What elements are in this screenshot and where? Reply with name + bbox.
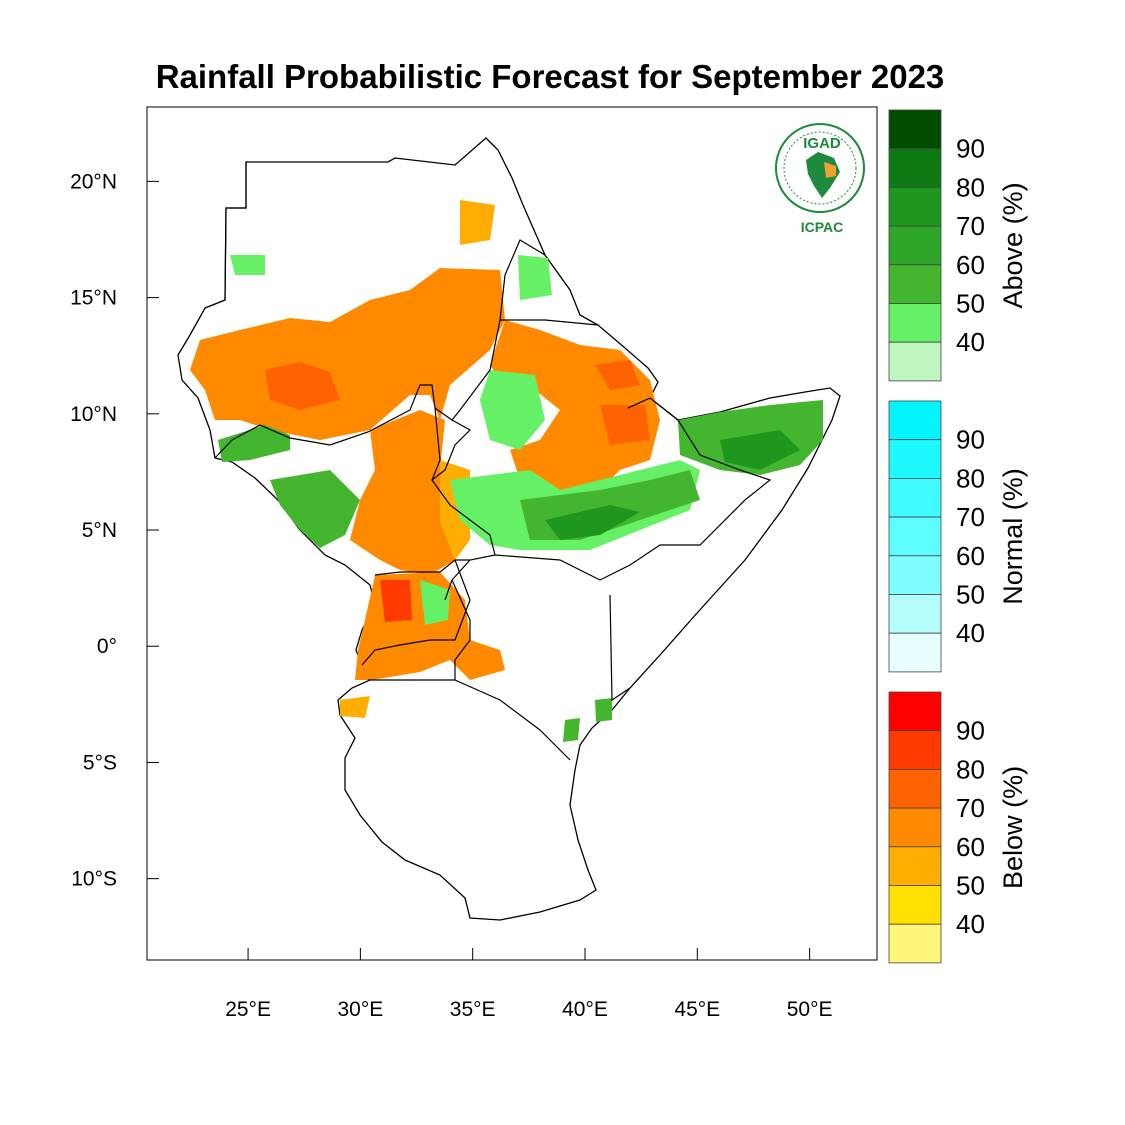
border-10: [494, 397, 772, 581]
colorbar-label: 70: [956, 793, 985, 823]
colorbar-segment: [888, 264, 942, 304]
colorbar-label: 80: [956, 172, 985, 202]
colorbar-title: Above (%): [998, 182, 1028, 308]
colorbar-label: 90: [956, 425, 985, 455]
colorbar-segment: [888, 439, 942, 479]
colorbar-label: 60: [956, 832, 985, 862]
forecast-area-11: [480, 370, 545, 450]
igad-icpac-logo: IGAD ICPAC: [775, 123, 865, 235]
y-tick-label-0: 20°N: [70, 170, 117, 193]
x-tick-label-2: 35°E: [450, 998, 496, 1021]
x-tick-label-1: 30°E: [338, 998, 384, 1021]
colorbar-label: 70: [956, 502, 985, 532]
forecast-area-6: [380, 580, 412, 622]
forecast-area-2: [460, 200, 495, 245]
colorbar-label: 50: [956, 289, 985, 319]
colorbar-segment: [888, 186, 942, 227]
colorbar-segment: [888, 516, 942, 557]
colorbar-segment: [888, 594, 942, 634]
colorbar-segment: [888, 477, 942, 518]
x-tick-label-4: 45°E: [674, 998, 720, 1021]
country-borders: [204, 162, 772, 761]
forecast-area-19: [230, 255, 265, 275]
axis-ticks: 25°E 30°E 35°E 40°E 45°E 50°E 20°N 15°N 10°N 5°N 0…: [70, 170, 832, 1021]
border-2: [499, 274, 599, 326]
forecast-area-7: [340, 696, 370, 718]
colorbar-label: 40: [956, 909, 985, 939]
forecast-area-14: [545, 505, 640, 540]
forecast-area-3: [350, 410, 455, 575]
forecast-area-22: [563, 718, 580, 742]
forecast-area-9: [595, 360, 640, 390]
colorbar-segment: [888, 109, 942, 150]
colorbar-segment: [888, 923, 942, 964]
y-tick-label-2: 10°N: [70, 403, 117, 426]
forecast-area-16: [720, 430, 800, 470]
colorbar-segment: [888, 555, 942, 595]
colorbar-label: 40: [956, 327, 985, 357]
colorbar-title: Below (%): [998, 766, 1028, 889]
forecast-area-10: [600, 405, 650, 445]
border-7: [361, 559, 471, 666]
x-tick-label-0: 25°E: [225, 998, 271, 1021]
forecast-area-0: [190, 268, 505, 440]
border-11: [609, 594, 631, 702]
border-3: [214, 319, 501, 459]
forecast-area-20: [518, 255, 552, 300]
colorbar-segment: [888, 341, 942, 382]
border-0: [204, 162, 247, 309]
border-6: [374, 559, 470, 576]
border-8: [451, 579, 571, 761]
colorbar-2: 90 80 70 60 50 40 Below (%): [888, 691, 1028, 964]
forecast-area-18: [270, 470, 360, 548]
colorbar-label: 80: [956, 754, 985, 784]
forecast-area-23: [595, 698, 612, 722]
forecast-area-1: [265, 362, 340, 410]
colorbar-segment: [888, 885, 942, 925]
border-1: [504, 239, 546, 276]
colorbar-1: 90 80 70 60 50 40 Normal (%): [888, 400, 1028, 673]
colorbar-segment: [888, 846, 942, 886]
border-5: [431, 419, 471, 481]
colorbar-label: 50: [956, 580, 985, 610]
x-tick-label-5: 50°E: [787, 998, 833, 1021]
map-title: Rainfall Probabilistic Forecast for Sept…: [155, 58, 945, 95]
forecast-area-17: [218, 425, 290, 462]
y-tick-label-1: 15°N: [70, 287, 117, 310]
colorbar-label: 50: [956, 871, 985, 901]
colorbar-label: 80: [956, 463, 985, 493]
colorbar-segment: [888, 807, 942, 848]
y-tick-label-5: 5°S: [83, 751, 117, 774]
colorbars: 90 80 70 60 50 40 Above (%) 90 80 70 60 50 40 Normal …: [888, 109, 1028, 964]
colorbar-label: 90: [956, 716, 985, 746]
forecast-area-21: [420, 580, 450, 625]
forecast-fields: [190, 200, 823, 742]
colorbar-segment: [888, 303, 942, 343]
logo-icpac-text: ICPAC: [801, 219, 844, 235]
colorbar-segment: [888, 148, 942, 188]
y-tick-label-6: 10°S: [71, 868, 117, 891]
colorbar-label: 60: [956, 541, 985, 571]
colorbar-segment: [888, 225, 942, 266]
colorbar-segment: [888, 691, 942, 732]
colorbar-0: 90 80 70 60 50 40 Above (%): [888, 109, 1028, 382]
colorbar-label: 40: [956, 618, 985, 648]
y-tick-label-3: 5°N: [82, 519, 117, 542]
x-tick-label-3: 40°E: [562, 998, 608, 1021]
colorbar-segment: [888, 730, 942, 770]
border-12: [627, 397, 651, 409]
colorbar-label: 60: [956, 250, 985, 280]
colorbar-label: 90: [956, 134, 985, 164]
y-tick-label-4: 0°: [97, 635, 117, 658]
colorbar-segment: [888, 632, 942, 673]
colorbar-label: 70: [956, 211, 985, 241]
logo-igad-text: IGAD: [803, 135, 841, 152]
border-4: [431, 407, 496, 601]
colorbar-title: Normal (%): [998, 468, 1028, 605]
colorbar-segment: [888, 769, 942, 809]
colorbar-segment: [888, 400, 942, 441]
